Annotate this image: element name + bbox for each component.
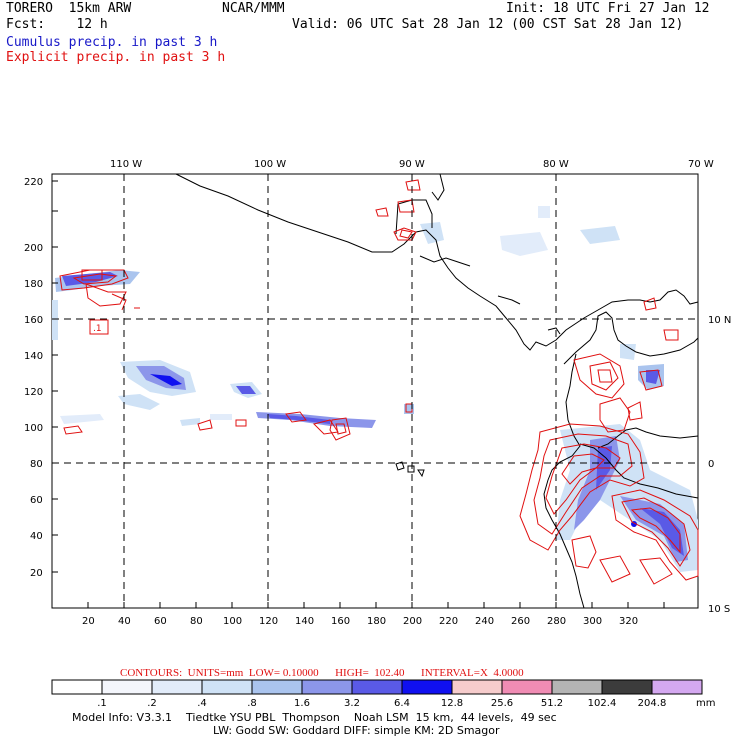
- lat-label-10s: 10 S: [708, 604, 730, 615]
- x-tick-label: 200: [403, 616, 422, 627]
- cumulus-label: Cumulus precip. in past 3 h: [6, 35, 218, 50]
- x-tick-label: 160: [331, 616, 350, 627]
- y-tick-label: 140: [24, 351, 43, 362]
- y-tick-label: 20: [30, 568, 43, 579]
- legend-swatch: [151, 679, 203, 695]
- x-tick-label: 60: [154, 616, 167, 627]
- legend-swatch: [201, 679, 253, 695]
- legend-swatch: [51, 679, 103, 695]
- legend-swatch: [551, 679, 603, 695]
- axis-ticks: [52, 180, 665, 608]
- legend-swatch: [251, 679, 303, 695]
- y-tick-label: 120: [24, 387, 43, 398]
- y-tick-label: 220: [24, 177, 43, 188]
- legend-value-label: .4: [197, 698, 207, 709]
- legend-units: mm: [696, 698, 715, 709]
- contour-box-top: [81, 269, 103, 281]
- legend-swatch: [651, 679, 703, 695]
- legend-swatch: [501, 679, 553, 695]
- legend-value-label: 1.6: [294, 698, 310, 709]
- lat-lon-grid: [52, 174, 698, 608]
- contour-info: CONTOURS: UNITS=mm LOW= 0.10000 HIGH= 10…: [120, 667, 524, 679]
- y-tick-label: 100: [24, 423, 43, 434]
- x-tick-label: 300: [583, 616, 602, 627]
- y-tick-label: 40: [30, 531, 43, 542]
- lat-label-10n: 10 N: [708, 315, 731, 326]
- legend-swatch: [101, 679, 153, 695]
- legend-swatch: [351, 679, 403, 695]
- model-info-physics: LW: Godd SW: Goddard DIFF: simple KM: 2D…: [213, 724, 500, 737]
- x-tick-label: 20: [82, 616, 95, 627]
- x-tick-label: 80: [190, 616, 203, 627]
- forecast-hour: Fcst: 12 h: [6, 17, 108, 32]
- legend-value-label: .1: [97, 698, 107, 709]
- legend-value-label: 102.4: [588, 698, 617, 709]
- lon-label-100w: 100 W: [254, 159, 286, 170]
- contour-label-box: [89, 319, 109, 335]
- contour-label: .1: [93, 324, 102, 334]
- valid-time: Valid: 06 UTC Sat 28 Jan 12 (00 CST Sat …: [292, 17, 684, 32]
- lon-label-80w: 80 W: [543, 159, 569, 170]
- x-tick-label: 320: [619, 616, 638, 627]
- lon-label-70w: 70 W: [688, 159, 714, 170]
- x-tick-label: 120: [259, 616, 278, 627]
- legend-swatch: [301, 679, 353, 695]
- init-time: Init: 18 UTC Fri 27 Jan 12: [506, 1, 710, 16]
- y-tick-label: 200: [24, 243, 43, 254]
- legend-swatch: [451, 679, 503, 695]
- x-tick-label: 220: [439, 616, 458, 627]
- x-tick-label: 100: [223, 616, 242, 627]
- explicit-precip-contours: [59, 179, 699, 585]
- legend-value-label: .8: [247, 698, 257, 709]
- legend-value-label: 51.2: [541, 698, 563, 709]
- x-tick-label: 140: [295, 616, 314, 627]
- lon-label-90w: 90 W: [399, 159, 425, 170]
- x-tick-label: 260: [511, 616, 530, 627]
- explicit-label: Explicit precip. in past 3 h: [6, 50, 226, 65]
- x-tick-label: 240: [475, 616, 494, 627]
- model-title: TORERO 15km ARW: [6, 1, 132, 16]
- legend-value-label: 12.8: [441, 698, 463, 709]
- legend-value-label: 25.6: [491, 698, 513, 709]
- model-info: Model Info: V3.3.1 Tiedtke YSU PBL Thomp…: [72, 711, 557, 724]
- y-tick-label: 180: [24, 279, 43, 290]
- lon-label-110w: 110 W: [110, 159, 142, 170]
- cumulus-precip-shading: [52, 206, 698, 572]
- x-tick-label: 180: [367, 616, 386, 627]
- y-tick-label: 60: [30, 495, 43, 506]
- legend-value-label: 3.2: [344, 698, 360, 709]
- legend-labels: .1 .2 .4 .8 1.6 3.2 6.4 12.8 25.6 51.2 102.4 204.8: [97, 698, 666, 709]
- legend-value-label: .2: [147, 698, 157, 709]
- legend-value-label: 6.4: [394, 698, 410, 709]
- x-tick-label: 40: [118, 616, 131, 627]
- y-tick-label: 80: [30, 459, 43, 470]
- lat-label-0: 0: [708, 459, 714, 470]
- x-tick-label: 280: [547, 616, 566, 627]
- legend-swatch: [401, 679, 453, 695]
- legend-colorbar: [51, 679, 703, 695]
- legend-swatch: [601, 679, 653, 695]
- legend-value-label: 204.8: [638, 698, 667, 709]
- y-tick-label: 160: [24, 315, 43, 326]
- coastlines: [175, 173, 699, 609]
- center-name: NCAR/MMM: [222, 1, 285, 16]
